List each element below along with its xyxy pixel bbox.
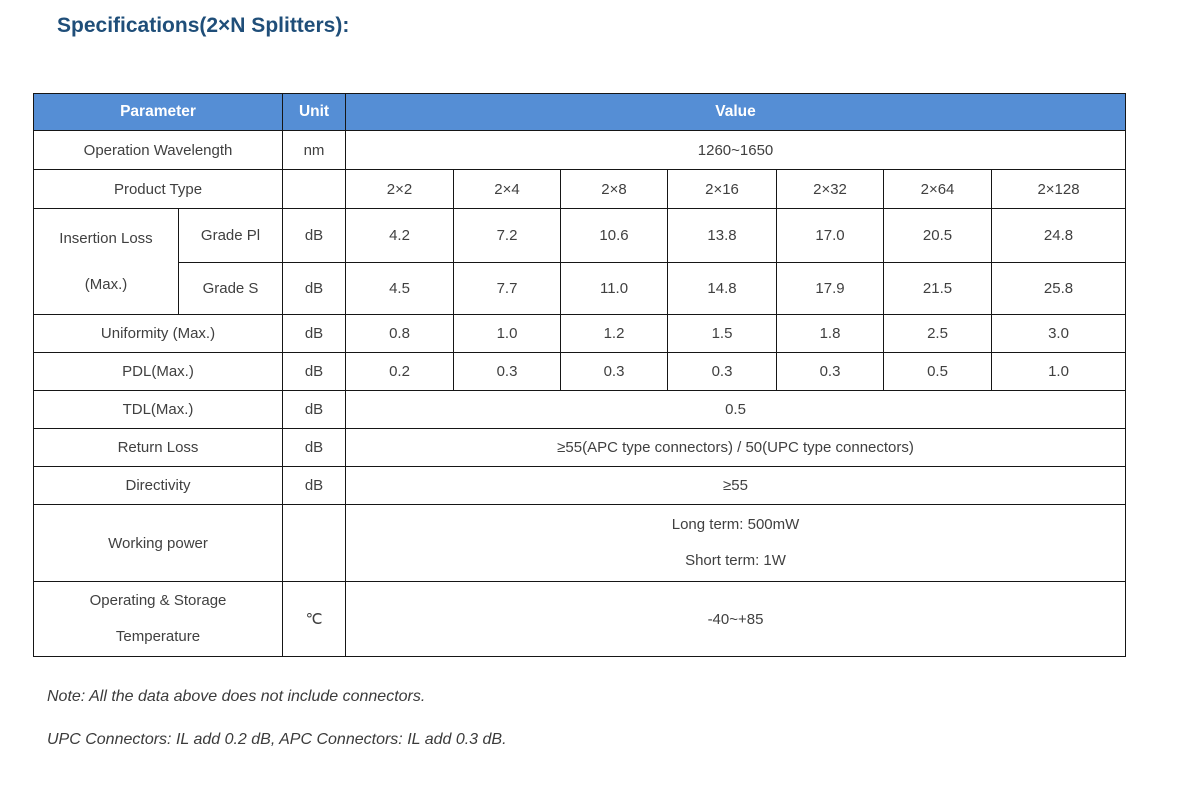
row-operation-wavelength: Operation Wavelength nm 1260~1650 (32, 130, 1127, 170)
value-cell: 1.0 (453, 314, 562, 353)
value-cell: 24.8 (991, 208, 1127, 263)
param-label-operation-wavelength: Operation Wavelength (32, 130, 284, 170)
product-type-cell: 2×2 (345, 169, 455, 209)
unit-uniformity: dB (282, 314, 347, 353)
row-product-type: Product Type 2×2 2×4 2×8 2×16 2×32 2×64 … (32, 169, 1127, 209)
row-insertion-loss-grade-s: Grade S dB 4.5 7.7 11.0 14.8 17.9 21.5 2… (34, 262, 1127, 315)
value-cell: 0.3 (667, 352, 778, 391)
param-label-tdl: TDL(Max.) (32, 390, 284, 429)
row-operating-storage-temperature: Operating & Storage Temperature ℃ -40~+8… (32, 581, 1127, 657)
product-type-cell: 2×64 (883, 169, 993, 209)
specifications-table: Parameter Unit Value Operation Wavelengt… (32, 93, 1127, 657)
note-line-2: UPC Connectors: IL add 0.2 dB, APC Conne… (47, 731, 507, 748)
row-directivity: Directivity dB ≥55 (32, 466, 1127, 505)
value-cell: 7.7 (453, 262, 562, 315)
value-cell: 1.8 (776, 314, 885, 353)
datasheet-page: Specifications(2×N Splitters): Parameter… (0, 13, 1184, 790)
note-line-1: Note: All the data above does not includ… (47, 688, 426, 705)
param-label-operating-storage-temperature: Operating & Storage Temperature (32, 581, 284, 657)
value-cell: 10.6 (560, 208, 669, 263)
row-uniformity: Uniformity (Max.) dB 0.8 1.0 1.2 1.5 1.8… (32, 314, 1127, 353)
value-cell: 2.5 (883, 314, 993, 353)
value-cell: 1.2 (560, 314, 669, 353)
unit-operation-wavelength: nm (282, 130, 347, 170)
row-tdl: TDL(Max.) dB 0.5 (32, 390, 1127, 429)
product-type-cell: 2×8 (560, 169, 669, 209)
table-header-row: Parameter Unit Value (32, 93, 1127, 131)
value-cell: 7.2 (453, 208, 562, 263)
unit-grade-pl: dB (282, 208, 347, 263)
value-cell: 0.2 (345, 352, 455, 391)
value-operation-wavelength: 1260~1650 (345, 130, 1127, 170)
value-cell: 0.3 (560, 352, 669, 391)
value-cell: 4.2 (345, 208, 455, 263)
temperature-label-line2: Temperature (115, 628, 201, 645)
unit-tdl: dB (282, 390, 347, 429)
value-operating-storage-temperature: -40~+85 (345, 581, 1127, 657)
header-value: Value (345, 93, 1127, 131)
unit-return-loss: dB (282, 428, 347, 467)
param-label-pdl: PDL(Max.) (32, 352, 284, 391)
temperature-label-line1: Operating & Storage (89, 592, 227, 609)
unit-grade-s: dB (282, 262, 347, 315)
value-cell: 17.0 (776, 208, 885, 263)
insertion-loss-label-line2: (Max.) (84, 275, 128, 293)
value-cell: 17.9 (776, 262, 885, 315)
value-cell: 0.5 (883, 352, 993, 391)
value-directivity: ≥55 (345, 466, 1127, 505)
unit-product-type (282, 169, 347, 209)
working-power-short-term: Short term: 1W (685, 552, 786, 569)
insertion-loss-label-line1: Insertion Loss (59, 229, 153, 247)
value-cell: 4.5 (345, 262, 455, 315)
param-label-insertion-loss: Insertion Loss (Max.) (33, 208, 179, 315)
row-pdl: PDL(Max.) dB 0.2 0.3 0.3 0.3 0.3 0.5 1.0 (32, 352, 1127, 391)
value-cell: 25.8 (991, 262, 1127, 315)
value-cell: 3.0 (991, 314, 1127, 353)
product-type-cell: 2×128 (991, 169, 1127, 209)
param-label-product-type: Product Type (32, 169, 284, 209)
product-type-cell: 2×32 (776, 169, 885, 209)
param-label-return-loss: Return Loss (32, 428, 284, 467)
value-cell: 20.5 (883, 208, 993, 263)
value-cell: 0.3 (776, 352, 885, 391)
param-label-uniformity: Uniformity (Max.) (32, 314, 284, 353)
grade-label-pl: Grade Pl (177, 208, 284, 263)
notes-section: Note: All the data above does not includ… (47, 687, 1184, 750)
value-cell: 0.3 (453, 352, 562, 391)
param-label-working-power: Working power (32, 504, 284, 582)
unit-operating-storage-temperature: ℃ (282, 581, 347, 657)
header-parameter: Parameter (32, 93, 284, 131)
value-cell: 11.0 (560, 262, 669, 315)
value-working-power: Long term: 500mW Short term: 1W (345, 504, 1127, 582)
product-type-cell: 2×4 (453, 169, 562, 209)
page-title: Specifications(2×N Splitters): (57, 14, 350, 37)
unit-pdl: dB (282, 352, 347, 391)
row-insertion-loss-grade-pl: Insertion Loss (Max.) Grade Pl dB 4.2 7.… (33, 208, 1127, 315)
value-cell: 1.0 (991, 352, 1127, 391)
header-unit: Unit (282, 93, 347, 131)
product-type-cell: 2×16 (667, 169, 778, 209)
unit-directivity: dB (282, 466, 347, 505)
value-cell: 14.8 (667, 262, 778, 315)
param-label-directivity: Directivity (32, 466, 284, 505)
value-cell: 13.8 (667, 208, 778, 263)
value-tdl: 0.5 (345, 390, 1127, 429)
grade-label-s: Grade S (177, 262, 284, 315)
working-power-long-term: Long term: 500mW (671, 516, 800, 533)
row-return-loss: Return Loss dB ≥55(APC type connectors) … (32, 428, 1127, 467)
unit-working-power (282, 504, 347, 582)
value-return-loss: ≥55(APC type connectors) / 50(UPC type c… (345, 428, 1127, 467)
value-cell: 1.5 (667, 314, 778, 353)
row-working-power: Working power Long term: 500mW Short ter… (32, 504, 1127, 582)
value-cell: 0.8 (345, 314, 455, 353)
value-cell: 21.5 (883, 262, 993, 315)
